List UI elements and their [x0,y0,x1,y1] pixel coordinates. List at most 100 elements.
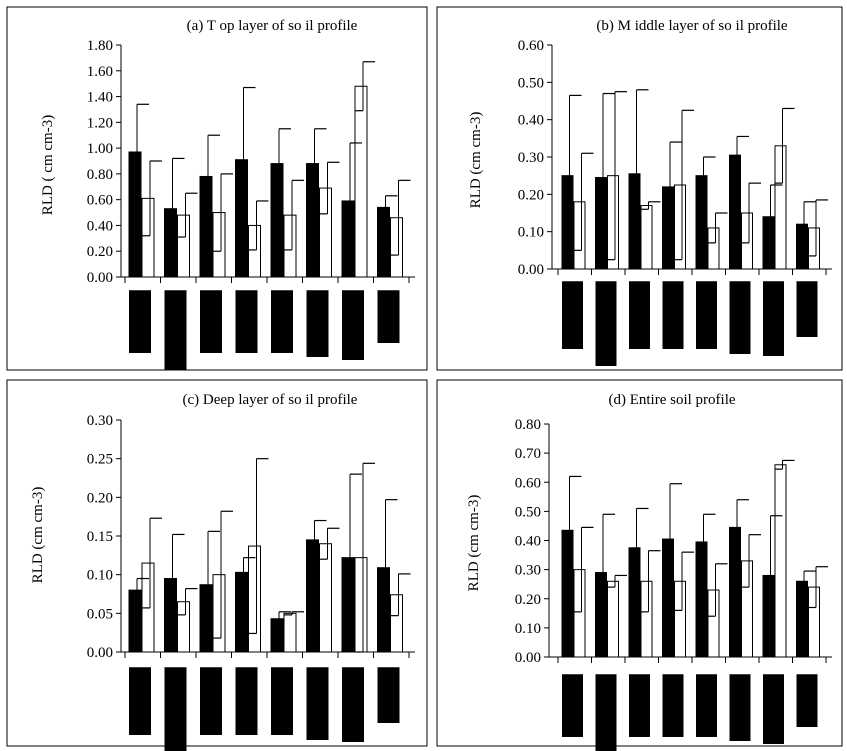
panel-a-bar [341,200,355,278]
panel-b-below-block [696,282,717,349]
panel-d-y-tick-label: 0.60 [515,475,541,491]
panel-c-y-tick-label: 0.20 [87,490,113,506]
panel-a-y-tick-label: 1.20 [87,115,113,131]
panel-c-y-axis-label: RLD (cm cm-3) [30,487,46,584]
panel-a-below-block [129,291,151,353]
panel-c-bar [270,618,284,653]
panel-c-below-block [306,668,329,740]
panel-c-bar [212,574,226,653]
panel-b-below-block [662,282,684,349]
panel-b-below-bars [562,281,818,366]
panel-a-y-tick-label: 0.80 [87,167,113,183]
panel-c-below-bars [129,667,400,751]
panel-c-bar [341,557,355,653]
panel-c-error-bars [129,458,411,653]
panel-a-bar [199,175,213,278]
panel-d-y-tick-label: 0.30 [515,563,541,579]
panel-c-below-block [235,668,258,735]
panel-b-y-axis-label: RLD (cm cm-3) [468,112,484,209]
panel-d-bar [774,464,787,658]
panel-c-y-tick-label: 0.25 [87,452,113,468]
panel-b-below-block [729,282,751,354]
panel-b-below-block [763,282,784,356]
panel-c-below-block [164,668,187,751]
panel-b-y-tick-label: 0.30 [518,150,544,166]
panel-a-bar [354,85,368,278]
panel-b-y-tick-label: 0.50 [518,75,544,91]
panel-d-bar [741,560,753,658]
panel-b-bar [561,175,574,270]
panel-c-bar [306,539,319,653]
panel-b-below-block [629,282,650,349]
panel-d-bar [561,529,574,658]
panel-c-bars [128,539,403,653]
panel-c-bar [354,557,368,653]
panel-a-bar [141,197,155,278]
panel-a: (a) T op layer of so il profile RLD ( cm… [6,6,428,371]
panel-d-below-bars [562,674,818,751]
panel-c-border [6,379,428,747]
panel-d-bar [796,580,808,658]
panel-d-y-axis-label: RLD (cm cm-3) [466,495,482,592]
panel-d-title: (d) Entire soil profile [608,392,735,408]
panel-a-below-block [342,291,364,360]
panel-a-bar [212,212,226,278]
panel-a-border [6,6,428,371]
panel-b-y-tick-label: 0.00 [518,262,544,278]
panel-c-bar [377,567,390,653]
panel-c-bar [128,589,142,653]
panel-d-bar [573,569,586,658]
panel-c-below-block [129,668,151,735]
panel-d-below-block [662,675,684,737]
panel-c-y-tick-label: 0.10 [87,568,113,584]
panel-a-bar [283,214,297,278]
panel-a-bar [319,187,332,278]
panel-b-below-block [562,282,583,349]
panel-b-y-tick-label: 0.20 [518,187,544,203]
panel-d-bar [762,574,775,658]
panel-d-error-bars [561,459,828,633]
panel-b-y-tick-label: 0.40 [518,113,544,129]
panel-a-y-tick-label: 0.40 [87,218,113,234]
panel-d-y-tick-label: 0.10 [515,621,541,637]
panel-d-border [436,379,843,747]
panel-d-bar [707,589,720,658]
panel-d-y-tick-label: 0.70 [515,446,541,462]
panel-a-bar [128,151,142,278]
panel-b-bars [561,145,820,270]
panel-b-below-block [796,282,818,337]
panel-c-below-block [271,668,293,735]
panel-a-below-block [235,291,258,353]
panel-d-bar [607,580,619,658]
panel-b-bar [707,227,720,270]
panel-a-bar [235,159,248,278]
panel-d-below-block [629,675,650,737]
panel-d-bar [595,572,607,658]
panel-b-bar [762,216,775,270]
panel-a-y-tick-label: 0.00 [87,270,113,286]
panel-a-y-tick-label: 0.20 [87,244,113,260]
panel-c-y-tick-label: 0.30 [87,413,113,429]
panel-a-y-tick-label: 0.60 [87,193,113,209]
panel-c-y-tick-label: 0.00 [87,645,113,661]
panel-a-bars [128,85,403,278]
panel-a-bar [306,163,319,278]
panel-b-y-tick-label: 0.60 [518,38,544,54]
panel-a-bar [248,224,261,278]
panel-a-y-tick-label: 1.40 [87,90,113,106]
panel-a-bar [377,206,390,278]
panel-d-below-block [796,675,818,727]
panel-a-below-block [306,291,329,357]
panel-d-y-tick-label: 0.40 [515,534,541,550]
panel-d-bar [695,541,708,658]
panel-b-border [436,6,843,371]
panel-d: (d) Entire soil profile RLD (cm cm-3) 0.… [436,379,843,751]
panel-d-below-block [696,675,717,737]
panel-c-y-axis: 0.00 0.05 0.10 0.15 0.20 0.25 0.30 [87,413,415,661]
panel-c-bar [319,543,332,653]
panel-a-title: (a) T op layer of so il profile [187,18,358,34]
panel-b-bar [573,201,586,270]
panel-c-bar [235,571,248,653]
panel-d-bar [729,526,741,658]
